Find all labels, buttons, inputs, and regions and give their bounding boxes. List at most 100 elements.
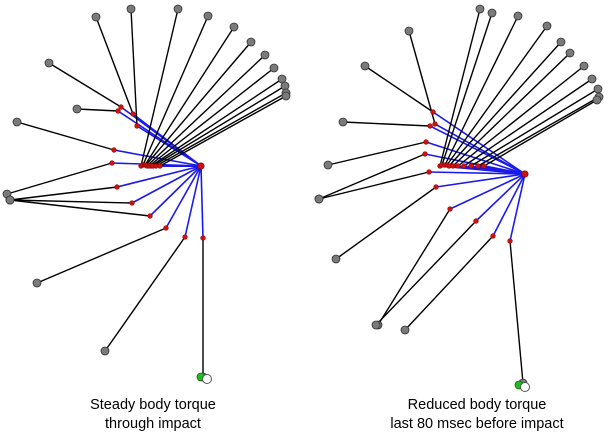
club-shaft: [148, 67, 275, 167]
wrist-dot: [475, 163, 481, 169]
wrist-dot: [129, 200, 135, 206]
club-shaft: [335, 186, 437, 260]
club-shaft: [439, 8, 481, 167]
wrist-dot: [134, 123, 140, 129]
club-shaft: [150, 78, 283, 167]
shoulder-pivot: [197, 162, 205, 170]
club-head-dot: [338, 117, 348, 127]
club-shaft: [144, 26, 235, 166]
caption-line-2: last 80 msec before impact: [390, 416, 564, 432]
arm-segment: [200, 165, 204, 239]
club-shaft: [318, 171, 430, 200]
club-head-dot: [100, 346, 110, 356]
club-shaft: [452, 52, 571, 167]
club-shaft: [408, 30, 436, 125]
club-head-dot: [487, 8, 497, 18]
club-head-dot: [269, 63, 279, 73]
club-head-dot: [246, 37, 256, 47]
wrist-dot: [109, 160, 115, 166]
wrist-dot: [111, 147, 117, 153]
wrist-dot: [157, 163, 163, 169]
arm-segment: [475, 173, 526, 222]
club-shaft: [140, 8, 179, 167]
club-head-dot: [173, 4, 183, 14]
club-shaft: [130, 8, 138, 127]
club-shaft: [342, 121, 431, 127]
wrist-dot: [468, 163, 474, 169]
wrist-dot: [130, 111, 136, 117]
club-head-dot: [72, 104, 82, 114]
arm-segment: [509, 173, 526, 242]
wrist-dot: [182, 234, 188, 240]
club-shaft: [16, 121, 115, 151]
club-shaft: [6, 162, 113, 195]
impact-club-head: [196, 372, 212, 384]
golf-ball-icon: [520, 382, 530, 392]
club-head-dot: [579, 61, 589, 71]
club-head-dot: [475, 4, 485, 14]
wrist-dot: [200, 235, 206, 241]
wrist-dot: [114, 184, 120, 190]
arm-segment: [117, 110, 202, 167]
wrist-dot: [430, 109, 436, 115]
club-shaft: [9, 186, 118, 201]
club-head-dot: [513, 11, 523, 21]
wrist-dot: [118, 104, 124, 110]
club-shaft: [152, 85, 286, 167]
club-head-dot: [542, 21, 552, 31]
club-head-dot: [323, 160, 333, 170]
wrist-dot: [423, 139, 429, 145]
club-head-dot: [587, 74, 597, 84]
panel-steady-torque: Steady body torque through impact: [0, 0, 307, 443]
club-head-markers: [2, 4, 291, 382]
club-shaft: [470, 88, 599, 167]
impact-club-head: [514, 380, 530, 392]
club-shaft: [104, 236, 186, 352]
wrist-dot: [432, 121, 438, 127]
wrist-dot: [433, 184, 439, 190]
club-head-dot: [592, 95, 602, 105]
club-shaft: [446, 25, 548, 166]
club-shaft: [463, 78, 593, 167]
wrist-dot: [422, 151, 428, 157]
caption-line-1: Reduced body torque: [407, 397, 547, 413]
club-head-dot: [593, 84, 603, 94]
arm-segment: [165, 165, 202, 229]
shoulder-pivot: [521, 170, 529, 178]
club-head-dot: [12, 117, 22, 127]
caption-reduced-torque: Reduced body torque last 80 msec before …: [357, 396, 597, 434]
arm-segment: [120, 106, 202, 167]
stroboscopic-swing-diagram: [2, 4, 291, 384]
club-head-dot: [400, 325, 410, 335]
wrist-dot: [450, 163, 456, 169]
wrist-dot: [507, 238, 513, 244]
club-shaft: [9, 199, 133, 204]
club-shaft: [441, 12, 493, 166]
wrist-dot: [163, 225, 169, 231]
club-shaft: [327, 141, 427, 166]
stroboscopic-swing-diagram: [314, 4, 604, 392]
club-shaft: [155, 92, 287, 167]
club-shaft: [377, 208, 451, 326]
club-shaft: [477, 96, 600, 167]
arm-segment: [435, 173, 526, 188]
club-head-dot: [126, 4, 136, 14]
club-head-dot: [281, 91, 291, 101]
club-head-dot: [331, 254, 341, 264]
wrist-dot: [481, 163, 487, 169]
club-shafts: [6, 8, 287, 377]
wrist-dot: [490, 233, 496, 239]
caption-steady-torque: Steady body torque through impact: [33, 396, 273, 434]
wrist-dot: [147, 213, 153, 219]
wrist-joint-markers: [422, 109, 513, 244]
caption-line-1: Steady body torque: [90, 397, 216, 413]
club-head-dot: [44, 58, 54, 68]
club-shaft: [404, 235, 494, 331]
club-shaft: [142, 15, 209, 166]
club-shaft: [36, 227, 167, 284]
wrist-dot: [115, 108, 121, 114]
club-shaft: [457, 65, 585, 167]
club-shaft: [448, 41, 562, 167]
club-head-dot: [229, 22, 239, 32]
panel-reduced-torque: Reduced body torque last 80 msec before …: [308, 0, 615, 443]
